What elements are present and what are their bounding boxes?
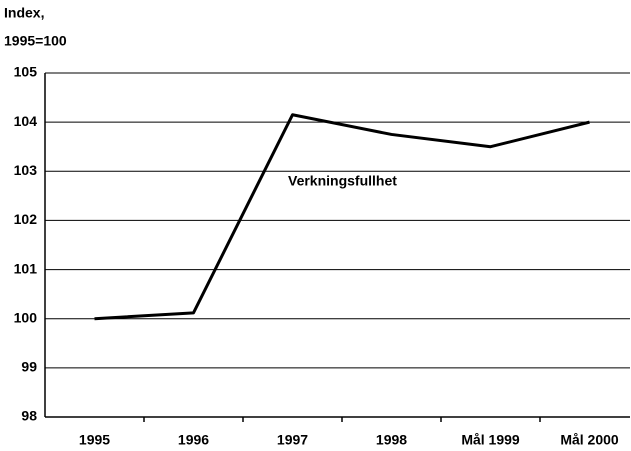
annotation: Verkningsfullhet: [288, 173, 397, 189]
y-tick-label: 101: [14, 260, 38, 276]
y-tick-label: 103: [14, 162, 38, 178]
y-axis-label: 1995=100: [4, 33, 67, 49]
x-tick-label: 1998: [376, 432, 407, 448]
x-tick-label: 1995: [79, 432, 110, 448]
y-tick-label: 104: [14, 113, 38, 129]
x-tick-label: 1997: [277, 432, 308, 448]
y-tick-label: 100: [14, 309, 38, 325]
y-axis-label: Index,: [4, 5, 44, 21]
y-tick-label: 98: [21, 408, 37, 424]
x-tick-label: 1996: [178, 432, 209, 448]
y-tick-label: 102: [14, 211, 38, 227]
x-tick-label: Mål 1999: [461, 432, 520, 448]
y-tick-label: 105: [14, 64, 38, 80]
y-tick-label: 99: [21, 359, 37, 375]
line: [94, 113, 590, 321]
x-tick-label: Mål 2000: [560, 432, 619, 448]
